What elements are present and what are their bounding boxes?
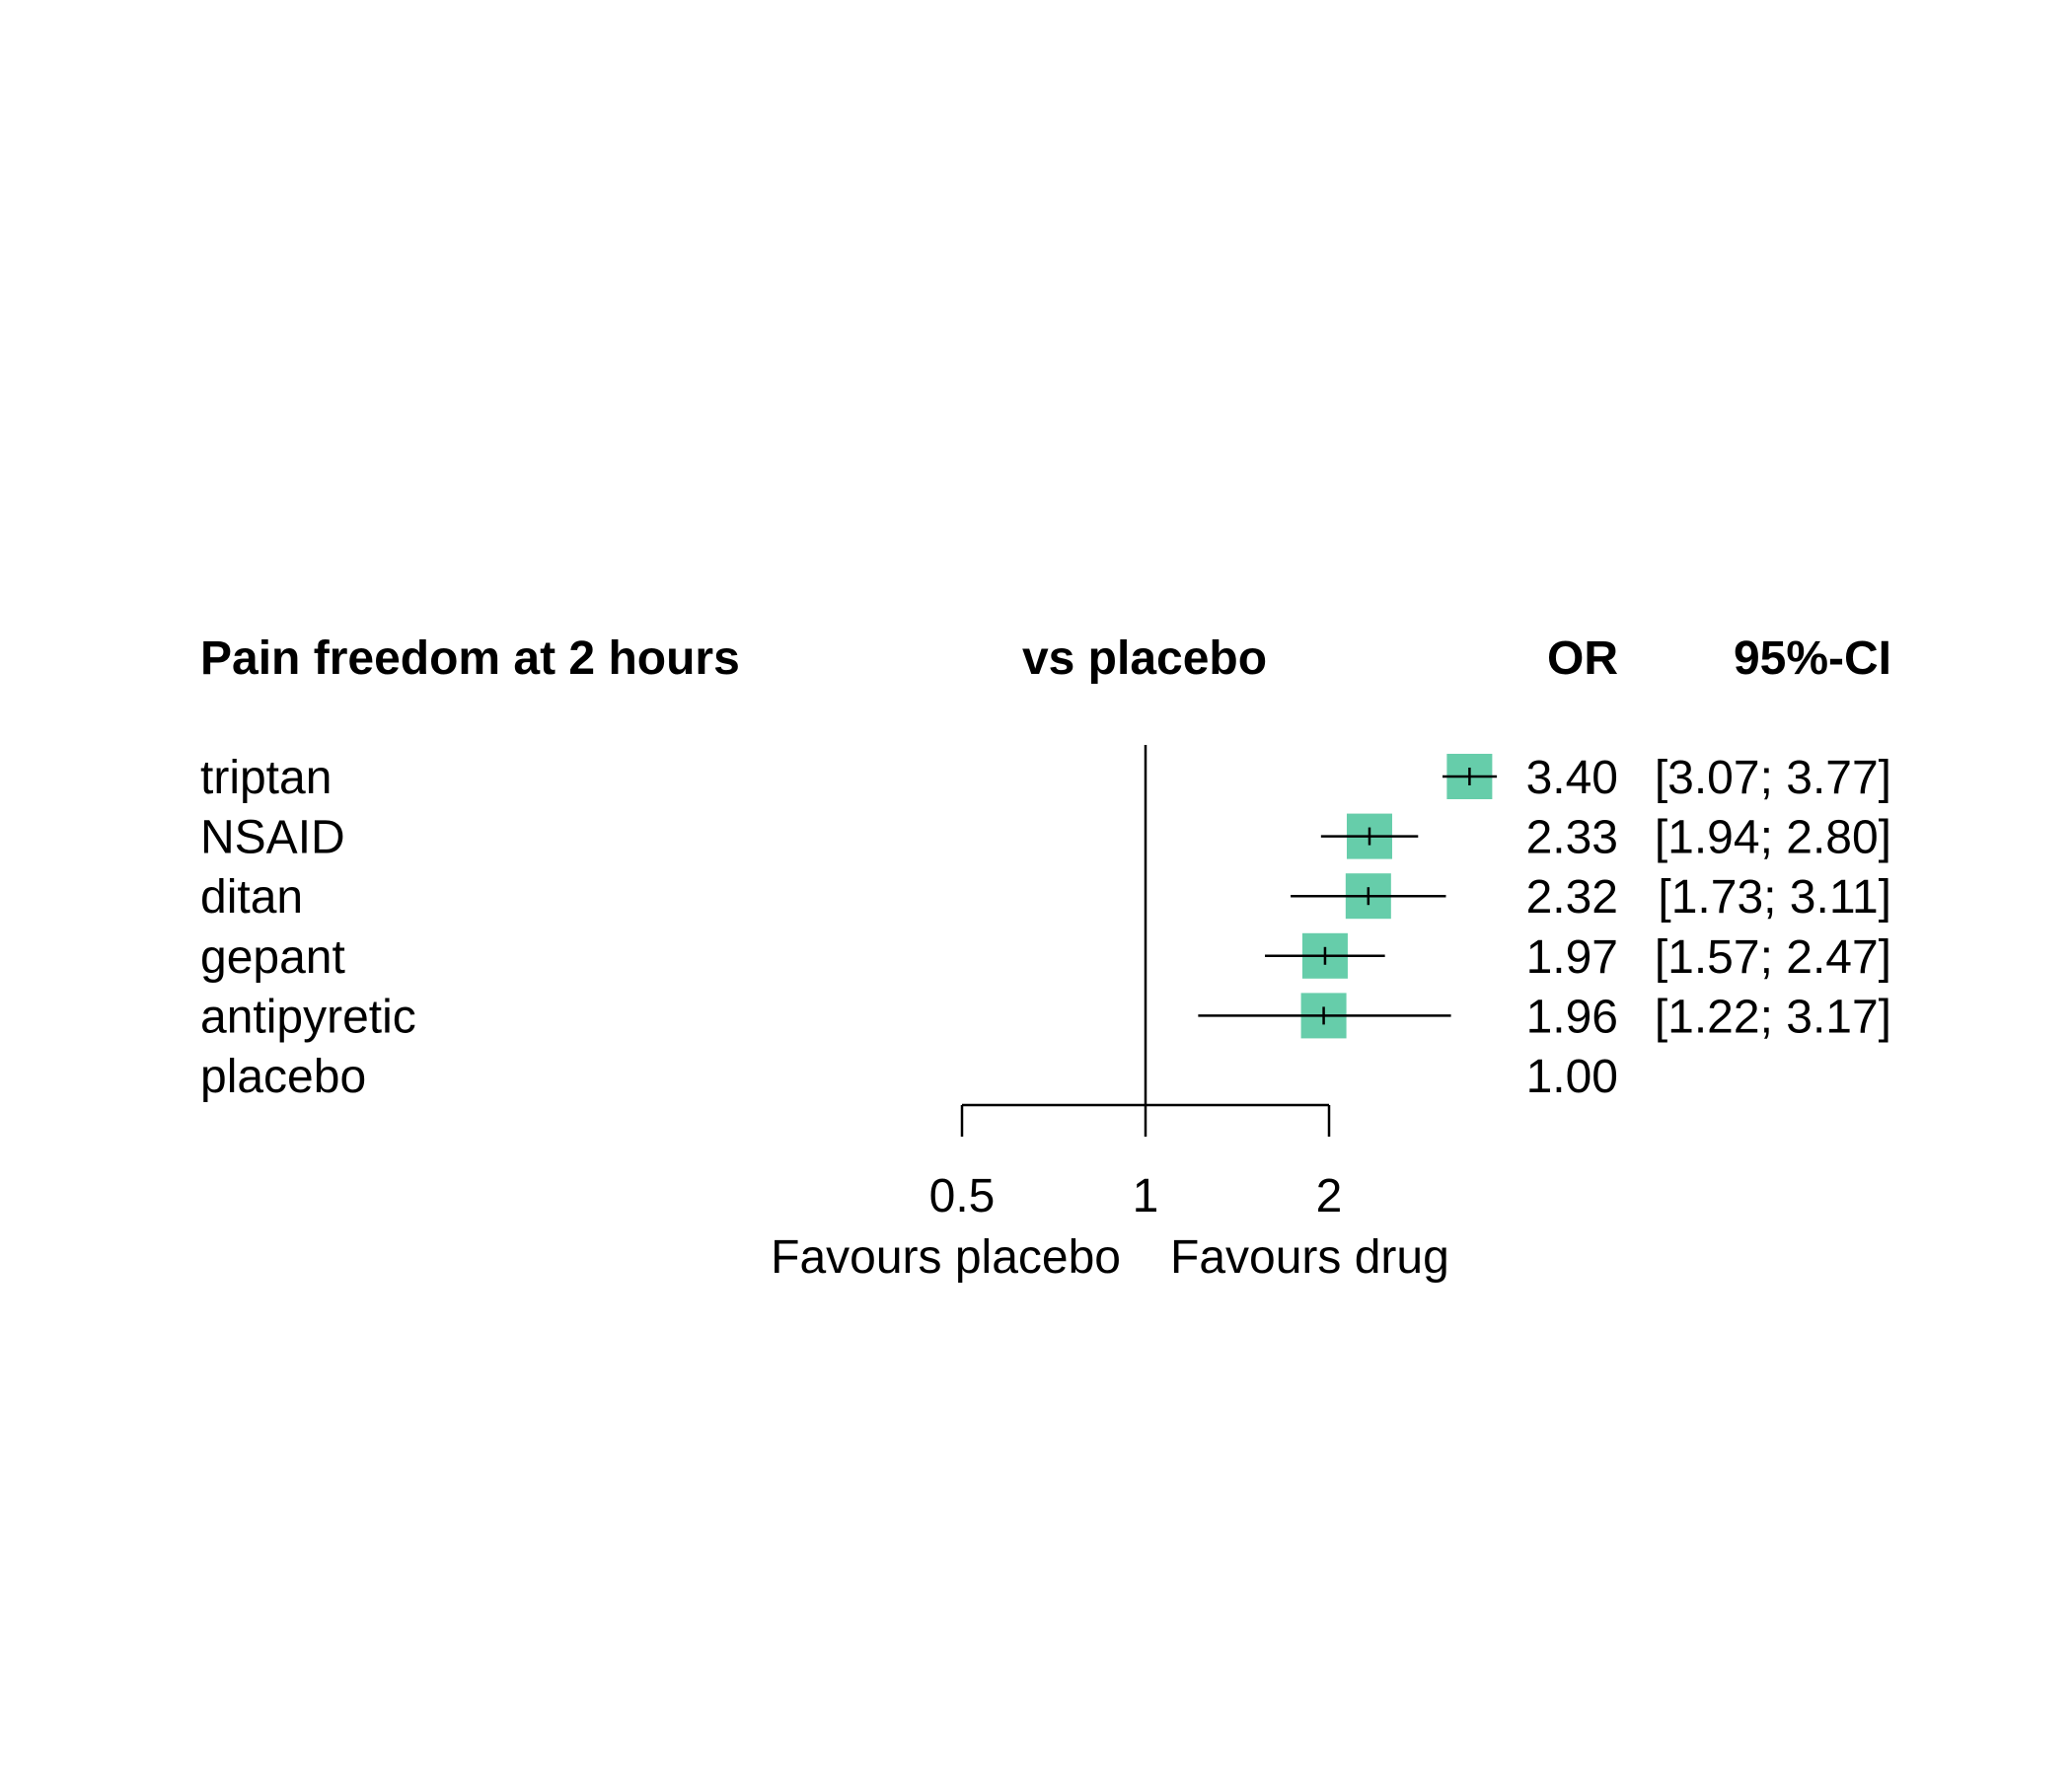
row-label-ditan: ditan xyxy=(200,871,303,924)
favours-right-label: Favours drug xyxy=(1170,1231,1449,1284)
x-axis: 0.5 1 2 Favours placebo Favours drug xyxy=(771,1103,1449,1284)
or-value-ditan: 2.32 xyxy=(1526,871,1618,924)
row-label-placebo: placebo xyxy=(200,1051,366,1103)
ci-value-ditan: [1.73; 3.11] xyxy=(1658,871,1891,924)
favours-left-label: Favours placebo xyxy=(771,1231,1121,1284)
row-label-nsaid: NSAID xyxy=(200,812,345,864)
ci-value-triptan: [3.07; 3.77] xyxy=(1655,752,1891,804)
ci-value-gepant: [1.57; 2.47] xyxy=(1655,931,1891,984)
row-label-triptan: triptan xyxy=(200,752,332,804)
ci-value-antipyretic: [1.22; 3.17] xyxy=(1655,991,1891,1043)
header-outcome: Pain freedom at 2 hours xyxy=(200,632,740,685)
header-interval: 95%-CI xyxy=(1734,632,1891,685)
row-label-antipyretic: antipyretic xyxy=(200,991,416,1043)
row-label-gepant: gepant xyxy=(200,931,345,984)
x-tick-label-1: 1 xyxy=(1133,1170,1159,1222)
x-tick-label-0: 0.5 xyxy=(929,1170,996,1222)
header-estimate: OR xyxy=(1547,632,1618,685)
rows-layer: triptan 3.40 [3.07; 3.77] NSAID 2.33 [1.94; 2… xyxy=(200,745,1891,1105)
or-value-antipyretic: 1.96 xyxy=(1526,991,1618,1043)
or-value-triptan: 3.40 xyxy=(1526,752,1618,804)
or-value-placebo: 1.00 xyxy=(1526,1051,1618,1103)
or-value-gepant: 1.97 xyxy=(1526,931,1618,984)
x-tick-label-2: 2 xyxy=(1316,1170,1343,1222)
ci-value-nsaid: [1.94; 2.80] xyxy=(1655,812,1891,864)
or-value-nsaid: 2.33 xyxy=(1526,812,1618,864)
header-comparison: vs placebo xyxy=(1022,632,1267,685)
